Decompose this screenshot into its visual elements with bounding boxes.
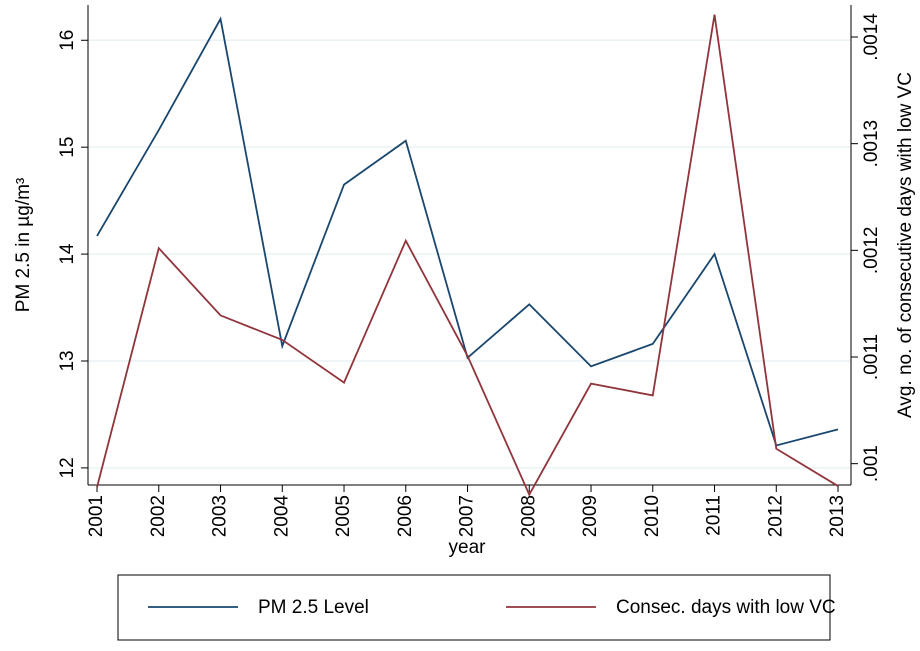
y2-axis-label: Avg. no. of consecutive days with low VC [895,72,916,418]
series-line [96,14,839,497]
y2-tick-label: .0012 [861,227,882,275]
y-tick-label: 12 [57,457,78,478]
x-tick-label: 2003 [210,495,231,537]
y-tick-label: 13 [57,350,78,371]
y-tick-label: 14 [57,243,78,265]
x-tick-label: 2001 [86,495,107,537]
x-tick-label: 2006 [395,495,416,537]
y2-tick-label: .0014 [861,13,882,61]
x-tick-label: 2005 [333,495,354,537]
x-tick-label: 2012 [765,495,786,537]
x-axis-label: year [449,537,487,558]
x-tick-label: 2002 [148,495,169,537]
legend-label: PM 2.5 Level [258,597,369,618]
x-tick-label: 2010 [642,495,663,537]
legend-label: Consec. days with low VC [616,597,836,618]
x-tick-label: 2009 [580,495,601,537]
y2-tick-label: .0013 [861,120,882,168]
y2-tick-label: .001 [861,445,882,482]
x-tick-label: 2011 [704,495,725,536]
y-tick-label: 15 [57,137,78,158]
x-tick-label: 2004 [271,495,292,538]
series-line [96,16,839,447]
x-tick-label: 2008 [518,495,539,537]
y-axis-label: PM 2.5 in µg/m³ [13,178,34,312]
x-tick-label: 2013 [827,495,848,537]
y2-tick-label: .0011 [861,334,882,380]
x-tick-label: 2007 [457,495,478,537]
y-tick-label: 16 [57,30,78,51]
